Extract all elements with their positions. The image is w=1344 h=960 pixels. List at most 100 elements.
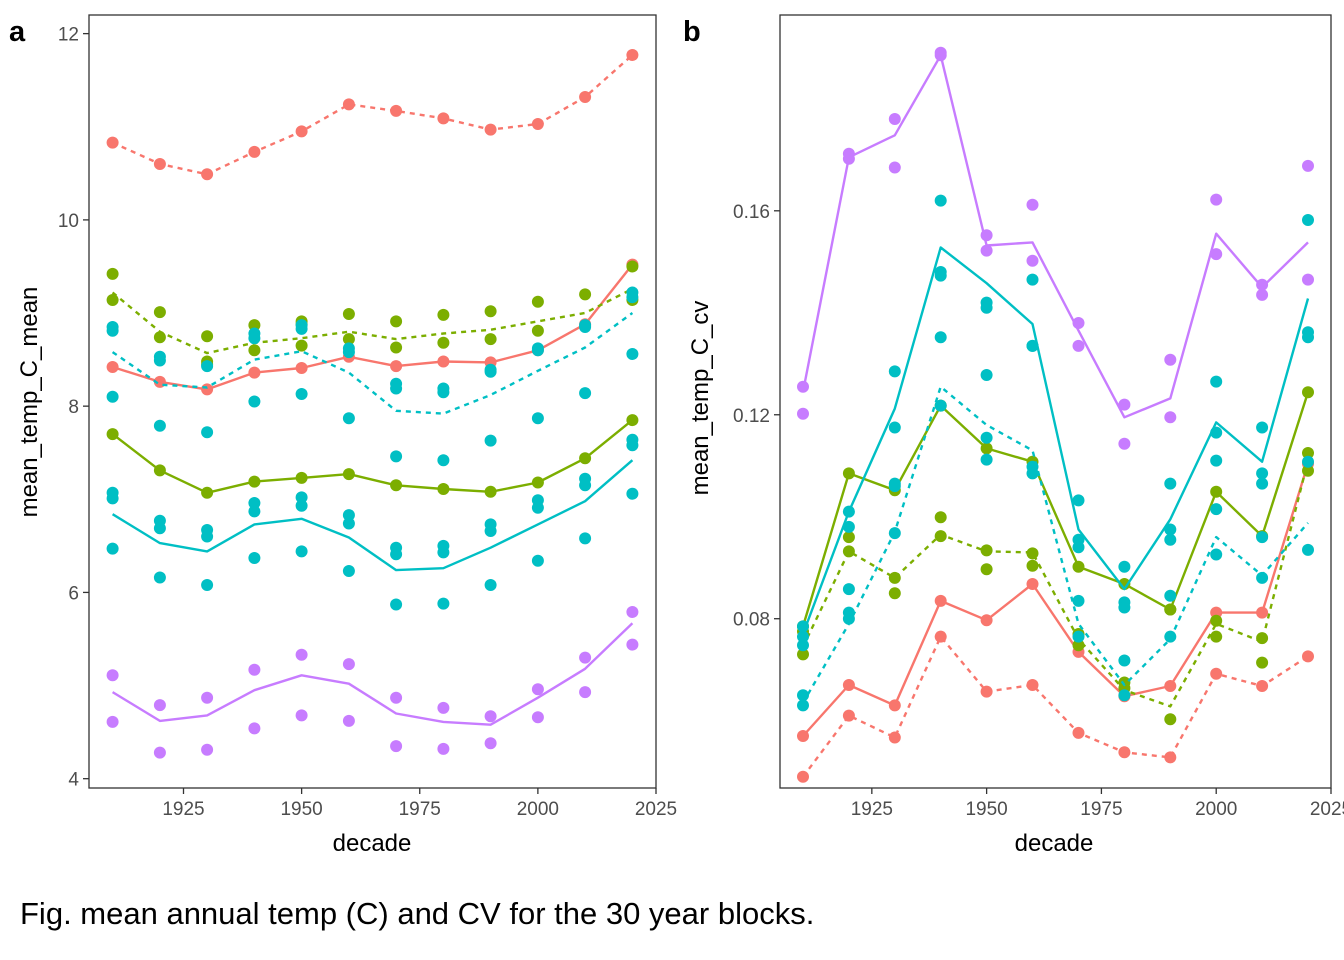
data-point	[1210, 485, 1223, 498]
data-point	[531, 683, 544, 696]
data-point	[390, 104, 403, 117]
data-point	[1118, 398, 1131, 411]
data-point	[484, 333, 497, 346]
series-b-1	[797, 630, 1314, 783]
data-point	[579, 321, 592, 333]
data-point	[201, 691, 214, 704]
data-point	[1026, 547, 1039, 560]
panel-a-axes: 1925 1950 1975 2000 2025 4 6 8 10 12	[58, 14, 677, 820]
plot-border	[88, 14, 657, 789]
data-point	[153, 464, 166, 477]
y-tick-label: 0.16	[733, 202, 770, 223]
data-point	[1072, 494, 1085, 507]
y-tick-label: 4	[68, 770, 79, 791]
data-point	[1164, 680, 1177, 692]
series-line	[111, 419, 634, 494]
data-point	[842, 520, 855, 533]
data-point	[390, 691, 403, 704]
data-point	[797, 630, 809, 643]
data-point	[842, 152, 855, 165]
x-axis-title-b: decade	[1015, 830, 1094, 857]
data-point	[934, 630, 947, 643]
y-tick-label: 12	[58, 25, 79, 46]
data-point	[437, 742, 450, 755]
data-point	[342, 346, 355, 359]
data-point	[1072, 594, 1085, 607]
data-point	[201, 360, 214, 373]
data-point	[934, 530, 947, 543]
data-point	[934, 194, 947, 207]
data-point	[1164, 523, 1177, 536]
data-point	[1256, 632, 1269, 645]
data-point	[1072, 339, 1085, 352]
data-point	[980, 453, 993, 466]
data-point	[579, 532, 592, 545]
data-point	[248, 145, 261, 158]
data-point	[437, 701, 450, 714]
panel-tag-b: b	[683, 16, 701, 48]
data-point	[1210, 248, 1223, 261]
data-point	[1256, 477, 1269, 490]
x-tick-label: 1975	[399, 799, 441, 820]
data-point	[437, 483, 450, 495]
data-point	[1164, 603, 1177, 616]
data-point	[980, 229, 993, 242]
data-point	[1072, 317, 1085, 329]
data-point	[1210, 667, 1223, 680]
data-point	[295, 125, 308, 138]
data-point	[342, 333, 355, 346]
series-line	[801, 54, 1309, 419]
data-point	[1026, 198, 1039, 211]
data-point	[153, 746, 166, 759]
data-point	[579, 452, 592, 465]
data-point	[437, 355, 450, 368]
data-point	[1210, 548, 1223, 561]
data-point	[437, 597, 450, 610]
data-point	[342, 714, 355, 727]
data-point	[1210, 375, 1223, 388]
data-point	[1072, 639, 1085, 652]
plot-border	[779, 14, 1332, 789]
data-point	[1026, 467, 1039, 480]
data-point	[390, 360, 403, 373]
data-point	[295, 339, 308, 352]
data-point	[797, 620, 809, 633]
data-point	[888, 161, 901, 174]
data-point	[1256, 421, 1269, 434]
data-point	[201, 579, 214, 591]
data-point	[153, 158, 166, 170]
series-b-3	[797, 447, 1314, 726]
series-a-4	[106, 433, 639, 611]
data-point	[579, 288, 592, 301]
data-point	[842, 545, 855, 558]
data-point	[153, 419, 166, 432]
data-point	[153, 699, 166, 712]
data-point	[153, 306, 166, 319]
data-point	[626, 291, 639, 304]
data-point	[1302, 273, 1314, 286]
data-point	[980, 563, 993, 576]
data-point	[1118, 654, 1131, 667]
data-point	[390, 740, 403, 753]
data-point	[1118, 560, 1131, 573]
series-line	[112, 54, 634, 176]
data-point	[842, 467, 855, 480]
data-point	[531, 711, 544, 724]
data-point	[342, 412, 355, 425]
data-point	[1164, 630, 1177, 643]
x-tick-label: 2025	[1310, 799, 1344, 820]
data-point	[1164, 713, 1177, 726]
series-line	[111, 459, 634, 572]
data-point	[201, 530, 214, 543]
data-point	[842, 531, 855, 544]
data-point	[106, 669, 119, 682]
data-point	[980, 369, 993, 381]
data-point	[390, 341, 403, 354]
data-point	[201, 743, 214, 756]
data-point	[342, 98, 355, 111]
data-point	[888, 699, 901, 712]
data-point	[248, 366, 261, 379]
data-point	[531, 118, 544, 130]
data-point	[1026, 578, 1039, 590]
data-point	[201, 383, 214, 396]
